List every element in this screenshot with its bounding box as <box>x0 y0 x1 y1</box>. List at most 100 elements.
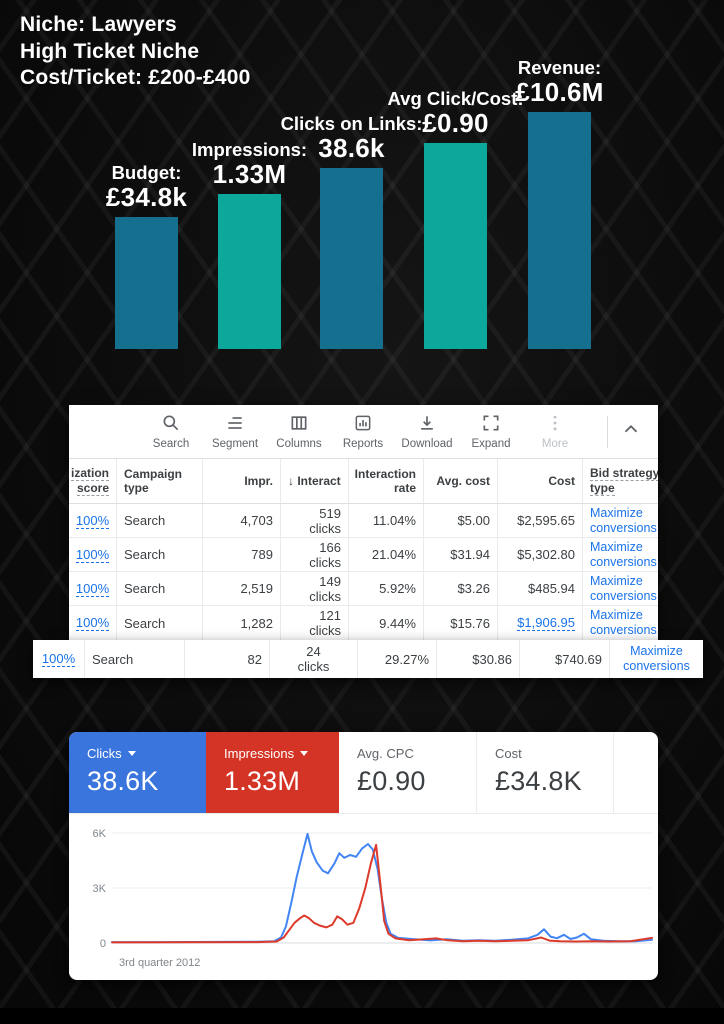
toolbar-item-label: Download <box>401 438 453 450</box>
bid-strategy-line: conversions <box>590 554 657 569</box>
toolbar-item-download[interactable]: Download <box>395 413 459 450</box>
heading-line-ticket: High Ticket Niche <box>20 39 200 63</box>
bid-strategy-cell[interactable]: Maximize conversions <box>583 606 658 640</box>
interactions-line: clicks <box>309 554 341 570</box>
y-axis-tick: 3K <box>93 883 107 895</box>
column-header: ization score <box>69 459 117 503</box>
expand-icon <box>481 413 501 436</box>
optimization-score-cell[interactable]: 100% <box>69 538 117 571</box>
campaign-type-cell: Search <box>85 640 185 678</box>
toolbar-item-more[interactable]: More <box>523 413 587 450</box>
x-axis-note: 3rd quarter 2012 <box>119 957 200 969</box>
optimization-score-cell[interactable]: 100% <box>69 572 117 605</box>
metric-card-impressions[interactable]: Impressions 1.33M <box>206 732 339 813</box>
table-body: 100% Search 4,703 519 clicks 11.04% $5.00 $2,59… <box>69 504 658 640</box>
series-line-impressions <box>111 843 653 944</box>
bid-strategy-cell[interactable]: Maximize conversions <box>583 504 658 537</box>
column-header-line: Impr. <box>244 474 273 488</box>
toolbar-item-search[interactable]: Search <box>139 413 203 450</box>
bid-strategy-cell[interactable]: Maximize conversions <box>583 538 658 571</box>
column-header-line: Interaction <box>354 467 416 481</box>
funnel-bar-value: £0.90 <box>422 108 489 138</box>
optimization-score-cell[interactable]: 100% <box>33 640 85 678</box>
toolbar-item-columns[interactable]: Columns <box>267 413 331 450</box>
niche-heading: Niche: Lawyers High Ticket Niche Cost/Ti… <box>20 12 250 92</box>
column-header: ↓ Interact <box>281 459 349 503</box>
bid-strategy-line: conversions <box>590 623 657 637</box>
column-header-line: score <box>76 481 109 496</box>
interactions-line: clicks <box>309 623 341 638</box>
toolbar-item-reports[interactable]: Reports <box>331 413 395 450</box>
optimization-score-cell[interactable]: 100% <box>69 504 117 537</box>
bid-strategy-cell[interactable]: Maximize conversions <box>583 572 658 605</box>
optimization-score-link[interactable]: 100% <box>75 615 110 631</box>
impressions-cell: 1,282 <box>203 606 281 640</box>
interaction-rate-cell: 5.92% <box>349 572 424 605</box>
funnel-bar <box>320 168 383 349</box>
more-icon <box>545 413 565 436</box>
metric-card-label: Cost <box>495 746 613 761</box>
column-header-line: Avg. cost <box>436 474 490 488</box>
funnel-bar-value: 1.33M <box>212 159 287 189</box>
chevron-down-icon <box>300 751 309 756</box>
bid-strategy-line: Maximize <box>590 573 643 588</box>
toolbar-item-label: Segment <box>211 438 259 450</box>
y-axis-tick: 0 <box>100 938 106 950</box>
optimization-score-link[interactable]: 100% <box>41 651 76 667</box>
bid-strategy-line: conversions <box>590 588 657 603</box>
funnel-bar-label: Budget: £34.8k <box>32 162 262 211</box>
optimization-score-link[interactable]: 100% <box>75 546 110 563</box>
funnel-bar-value: 38.6k <box>318 133 385 163</box>
column-header: Avg. cost <box>424 459 498 503</box>
column-header-line: rate <box>393 481 416 495</box>
metric-card-avg-cpc[interactable]: Avg. CPC £0.90 <box>339 732 477 813</box>
interactions-line: 24 <box>306 644 321 659</box>
impressions-cell: 2,519 <box>203 572 281 605</box>
funnel-bar-label: Impressions: 1.33M <box>135 139 365 189</box>
optimization-score-link[interactable]: 100% <box>75 512 110 529</box>
toolbar-item-label: Expand <box>471 438 511 450</box>
metric-card-cost[interactable]: Cost £34.8K <box>477 732 614 813</box>
toolbar-item-segment[interactable]: Segment <box>203 413 267 450</box>
interactions-line: clicks <box>309 520 341 536</box>
toolbar-item-expand[interactable]: Expand <box>459 413 523 450</box>
metric-card-label: Clicks <box>87 746 206 761</box>
chevron-up-icon <box>620 418 642 445</box>
optimization-score-cell[interactable]: 100% <box>69 606 117 640</box>
impressions-cell: 4,703 <box>203 504 281 537</box>
optimization-score-link[interactable]: 100% <box>75 580 110 597</box>
reports-icon <box>353 413 373 436</box>
column-header: Interaction rate <box>349 459 424 503</box>
avg-cost-cell: $15.76 <box>424 606 498 640</box>
avg-cost-cell: $30.86 <box>437 640 520 678</box>
column-header: Impr. <box>203 459 281 503</box>
interactions-cell: 121 clicks <box>281 606 349 640</box>
cost-link[interactable]: $1,906.95 <box>517 615 575 631</box>
bid-strategy-line: conversions <box>590 520 657 535</box>
metric-card-label-text: Cost <box>495 746 522 761</box>
metric-card-label-text: Impressions <box>224 746 295 761</box>
download-icon <box>417 413 437 436</box>
interactions-cell: 519 clicks <box>281 504 349 537</box>
funnel-bar-category: Budget: <box>111 162 182 183</box>
interactions-line: 149 <box>319 573 341 589</box>
column-header-line: Bid strategy <box>590 466 658 481</box>
metric-card-clicks[interactable]: Clicks 38.6K <box>69 732 206 813</box>
toolbar-divider <box>607 415 608 448</box>
funnel-bar <box>528 112 591 349</box>
cost-cell[interactable]: $1,906.95 <box>498 606 583 640</box>
funnel-bar-category: Avg Click/Cost: <box>387 88 524 109</box>
table-row: 100% Search 2,519 149 clicks 5.92% $3.26 $485.9… <box>69 572 658 606</box>
bid-strategy-cell[interactable]: Maximize conversions <box>610 640 703 678</box>
campaign-type-cell: Search <box>117 606 203 640</box>
interactions-line: 166 <box>319 539 341 555</box>
cost-cell: $5,302.80 <box>498 538 583 571</box>
metric-card-value: £34.8K <box>495 766 582 796</box>
search-icon <box>161 413 181 436</box>
collapse-table-button[interactable] <box>620 418 642 445</box>
metric-card-label-text: Avg. CPC <box>357 746 414 761</box>
interactions-line: 519 <box>319 505 341 521</box>
heading-line-niche: Niche: Lawyers <box>20 13 177 36</box>
bid-strategy-line: conversions <box>623 659 690 673</box>
interaction-rate-cell: 21.04% <box>349 538 424 571</box>
